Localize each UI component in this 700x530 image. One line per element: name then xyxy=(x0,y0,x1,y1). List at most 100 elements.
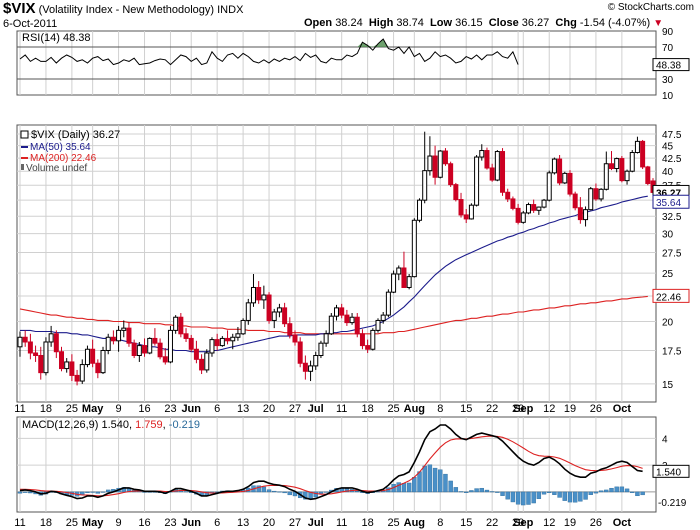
date-label-0-6: 23 xyxy=(164,403,176,415)
date-label-1-18: 15 xyxy=(460,517,472,529)
macd-hist-bar-113 xyxy=(604,489,609,493)
macd-hist-bar-47 xyxy=(261,486,267,493)
last-close-label: 36.27 xyxy=(656,188,681,199)
candle-body-29 xyxy=(167,329,173,363)
candle-body-49 xyxy=(271,311,277,321)
candle-body-95 xyxy=(510,198,516,209)
candle-body-89 xyxy=(479,150,485,158)
header-title: $VIX (Volatility Index - New Methodology… xyxy=(3,0,243,17)
candle-body-83 xyxy=(448,163,454,186)
candle-body-108 xyxy=(577,207,583,221)
symbol: $VIX xyxy=(3,0,36,17)
macd-hist-bar-93 xyxy=(500,491,505,496)
rsi-tick-90: 90 xyxy=(662,27,674,38)
macd-hist-bar-84 xyxy=(453,487,459,493)
macd-hist-bar-110 xyxy=(588,491,593,495)
rsi-legend: RSI(14) 48.38 xyxy=(22,32,90,44)
chg-label: Chg xyxy=(555,17,577,29)
candle-body-119 xyxy=(634,140,640,154)
candle-body-54 xyxy=(297,341,303,364)
macd-hist-bar-51 xyxy=(282,491,287,494)
candle-body-53 xyxy=(292,334,298,343)
price-tick-20: 20 xyxy=(662,318,674,329)
date-label-0-9: 13 xyxy=(237,403,249,415)
macd-hist-bar-116 xyxy=(619,486,625,493)
candle-body-14 xyxy=(90,348,96,364)
candle-body-57 xyxy=(313,355,319,367)
macd-hist-bar-101 xyxy=(541,491,547,495)
macd-hist-bar-87 xyxy=(469,490,474,493)
close-label: Close xyxy=(488,17,519,29)
candle-body-16 xyxy=(100,349,106,374)
macd-hist-bar-94 xyxy=(505,491,510,500)
date-label-0-3: May xyxy=(82,403,104,415)
candle-body-70 xyxy=(380,314,386,321)
macd-last-label: 1.540 xyxy=(656,467,681,478)
candle-body-88 xyxy=(474,156,480,206)
candle-body-77 xyxy=(417,199,423,221)
candle-body-47 xyxy=(261,294,267,301)
date-label-1-8: 6 xyxy=(214,517,220,529)
candle-body-43 xyxy=(240,319,246,335)
candle-body-55 xyxy=(302,362,308,372)
ma50-last-label: 35.64 xyxy=(656,198,681,209)
date-label-1-4: 9 xyxy=(116,517,122,529)
macd-legend-macd: 1.540, xyxy=(101,419,135,431)
candle-body-114 xyxy=(608,163,614,170)
candle-body-5 xyxy=(43,341,49,374)
candle-body-17 xyxy=(105,336,111,351)
macd-hist-bar-92 xyxy=(495,491,500,493)
legend-candle-icon xyxy=(20,130,29,139)
high-value: 38.74 xyxy=(396,17,424,29)
source-credit[interactable]: © StockCharts.com xyxy=(607,2,694,13)
candle-body-26 xyxy=(152,337,158,344)
date-label-0-14: 18 xyxy=(362,403,374,415)
macd-signal-line xyxy=(20,435,643,497)
date-label-0-22: 12 xyxy=(543,403,555,415)
candle-body-50 xyxy=(276,307,282,313)
candle-body-110 xyxy=(588,188,594,211)
macd-hist-bar-89 xyxy=(479,487,484,493)
macd-hist-bar-59 xyxy=(323,491,329,493)
macd-hist-bar-74 xyxy=(401,483,407,493)
macd-line xyxy=(19,424,643,501)
candle-body-23 xyxy=(136,345,142,357)
ma200-line xyxy=(19,295,648,335)
price-legend-series: $VIX (Daily) 36.27 xyxy=(31,129,120,141)
candle-body-61 xyxy=(334,307,339,317)
candle-body-12 xyxy=(79,364,85,382)
candle-body-52 xyxy=(287,323,293,336)
candle-body-86 xyxy=(463,214,469,220)
candle-body-87 xyxy=(468,204,474,220)
candle-body-98 xyxy=(525,204,531,214)
candle-body-11 xyxy=(74,374,80,382)
macd-hist-bar-111 xyxy=(593,491,599,494)
date-label-0-1: 18 xyxy=(40,403,52,415)
candle-body-35 xyxy=(199,358,205,371)
macd-hist-bar-114 xyxy=(609,487,614,493)
ma50-last-box xyxy=(652,194,690,209)
candle-body-9 xyxy=(64,361,70,370)
candle-body-91 xyxy=(489,167,495,181)
macd-hist-bar-55 xyxy=(303,491,308,500)
macd-hist-bar-1 xyxy=(22,491,28,493)
legend-volume-icon xyxy=(21,164,24,170)
rsi-last-box xyxy=(652,58,690,72)
candle-body-101 xyxy=(541,199,547,208)
macd-hist-bar-15 xyxy=(95,491,101,494)
candle-body-48 xyxy=(266,294,272,321)
candle-body-66 xyxy=(359,333,365,347)
macd-hist-bar-2 xyxy=(28,491,33,494)
date-label-0-19: 22 xyxy=(486,403,498,415)
date-label-0-8: 6 xyxy=(214,403,220,415)
price-legend-volume: Volume undef xyxy=(26,163,87,174)
candle-body-1 xyxy=(22,336,28,343)
candle-body-27 xyxy=(157,342,163,358)
macd-hist-bar-13 xyxy=(85,491,90,493)
candle-body-4 xyxy=(38,355,44,374)
close-value: 36.27 xyxy=(521,17,550,29)
candle-body-94 xyxy=(505,191,511,200)
candle-body-40 xyxy=(225,337,231,342)
